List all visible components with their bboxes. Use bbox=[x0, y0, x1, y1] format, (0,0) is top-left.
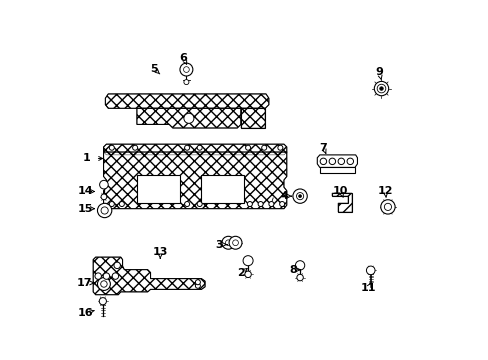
Circle shape bbox=[244, 271, 251, 278]
Circle shape bbox=[228, 236, 242, 249]
Circle shape bbox=[247, 202, 252, 207]
Text: 17: 17 bbox=[77, 278, 93, 288]
Text: 2: 2 bbox=[237, 268, 244, 278]
Circle shape bbox=[184, 202, 189, 207]
Circle shape bbox=[183, 80, 188, 85]
Circle shape bbox=[103, 273, 109, 279]
Circle shape bbox=[320, 158, 326, 165]
Circle shape bbox=[346, 158, 353, 165]
Polygon shape bbox=[103, 152, 286, 209]
Circle shape bbox=[114, 262, 120, 269]
Circle shape bbox=[197, 202, 202, 207]
Bar bbox=[201, 175, 244, 203]
Circle shape bbox=[195, 283, 200, 288]
Circle shape bbox=[100, 180, 108, 189]
Polygon shape bbox=[241, 108, 265, 128]
Bar bbox=[137, 175, 180, 203]
Circle shape bbox=[366, 266, 374, 275]
Circle shape bbox=[258, 202, 263, 207]
Text: 6: 6 bbox=[179, 53, 187, 63]
Circle shape bbox=[184, 145, 189, 150]
Circle shape bbox=[183, 113, 194, 123]
Text: 12: 12 bbox=[377, 186, 392, 196]
Polygon shape bbox=[332, 193, 351, 212]
Text: 9: 9 bbox=[375, 67, 383, 77]
Polygon shape bbox=[105, 94, 268, 108]
Circle shape bbox=[101, 207, 108, 214]
Polygon shape bbox=[319, 167, 354, 173]
Text: 11: 11 bbox=[360, 283, 375, 293]
Circle shape bbox=[328, 158, 335, 165]
Circle shape bbox=[268, 202, 273, 207]
Circle shape bbox=[119, 202, 124, 207]
Circle shape bbox=[109, 202, 114, 207]
Text: 7: 7 bbox=[319, 143, 326, 153]
Polygon shape bbox=[103, 144, 286, 155]
Polygon shape bbox=[93, 257, 204, 295]
Text: 3: 3 bbox=[215, 239, 223, 249]
Circle shape bbox=[376, 84, 385, 93]
Circle shape bbox=[245, 145, 250, 150]
Circle shape bbox=[337, 158, 344, 165]
Circle shape bbox=[261, 145, 266, 150]
Circle shape bbox=[112, 273, 119, 279]
Circle shape bbox=[298, 195, 301, 198]
Text: 10: 10 bbox=[332, 186, 347, 196]
Circle shape bbox=[296, 274, 303, 281]
Circle shape bbox=[95, 273, 101, 279]
Circle shape bbox=[222, 236, 234, 249]
Text: 4: 4 bbox=[280, 191, 287, 201]
Text: 13: 13 bbox=[152, 247, 167, 257]
Circle shape bbox=[197, 145, 202, 150]
Circle shape bbox=[384, 203, 391, 211]
Circle shape bbox=[243, 256, 253, 266]
Circle shape bbox=[380, 200, 394, 214]
Polygon shape bbox=[137, 108, 241, 128]
Text: 16: 16 bbox=[78, 308, 94, 318]
Circle shape bbox=[296, 193, 303, 200]
Circle shape bbox=[101, 281, 107, 287]
Circle shape bbox=[109, 145, 114, 150]
Circle shape bbox=[232, 240, 238, 246]
Circle shape bbox=[379, 87, 383, 90]
Text: 5: 5 bbox=[150, 64, 158, 74]
Text: 15: 15 bbox=[77, 204, 92, 214]
Circle shape bbox=[277, 145, 282, 150]
Circle shape bbox=[279, 202, 284, 207]
Circle shape bbox=[97, 278, 110, 291]
Circle shape bbox=[373, 81, 388, 96]
Circle shape bbox=[292, 189, 306, 203]
Circle shape bbox=[132, 145, 137, 150]
Circle shape bbox=[195, 280, 200, 285]
Circle shape bbox=[99, 298, 106, 305]
Text: 8: 8 bbox=[289, 265, 297, 275]
Polygon shape bbox=[317, 155, 357, 167]
Circle shape bbox=[97, 203, 112, 218]
Text: 14: 14 bbox=[78, 186, 94, 197]
Circle shape bbox=[101, 194, 106, 200]
Text: 1: 1 bbox=[82, 153, 90, 163]
Circle shape bbox=[180, 63, 192, 76]
Circle shape bbox=[225, 240, 231, 246]
Circle shape bbox=[295, 261, 304, 270]
Circle shape bbox=[183, 67, 189, 72]
